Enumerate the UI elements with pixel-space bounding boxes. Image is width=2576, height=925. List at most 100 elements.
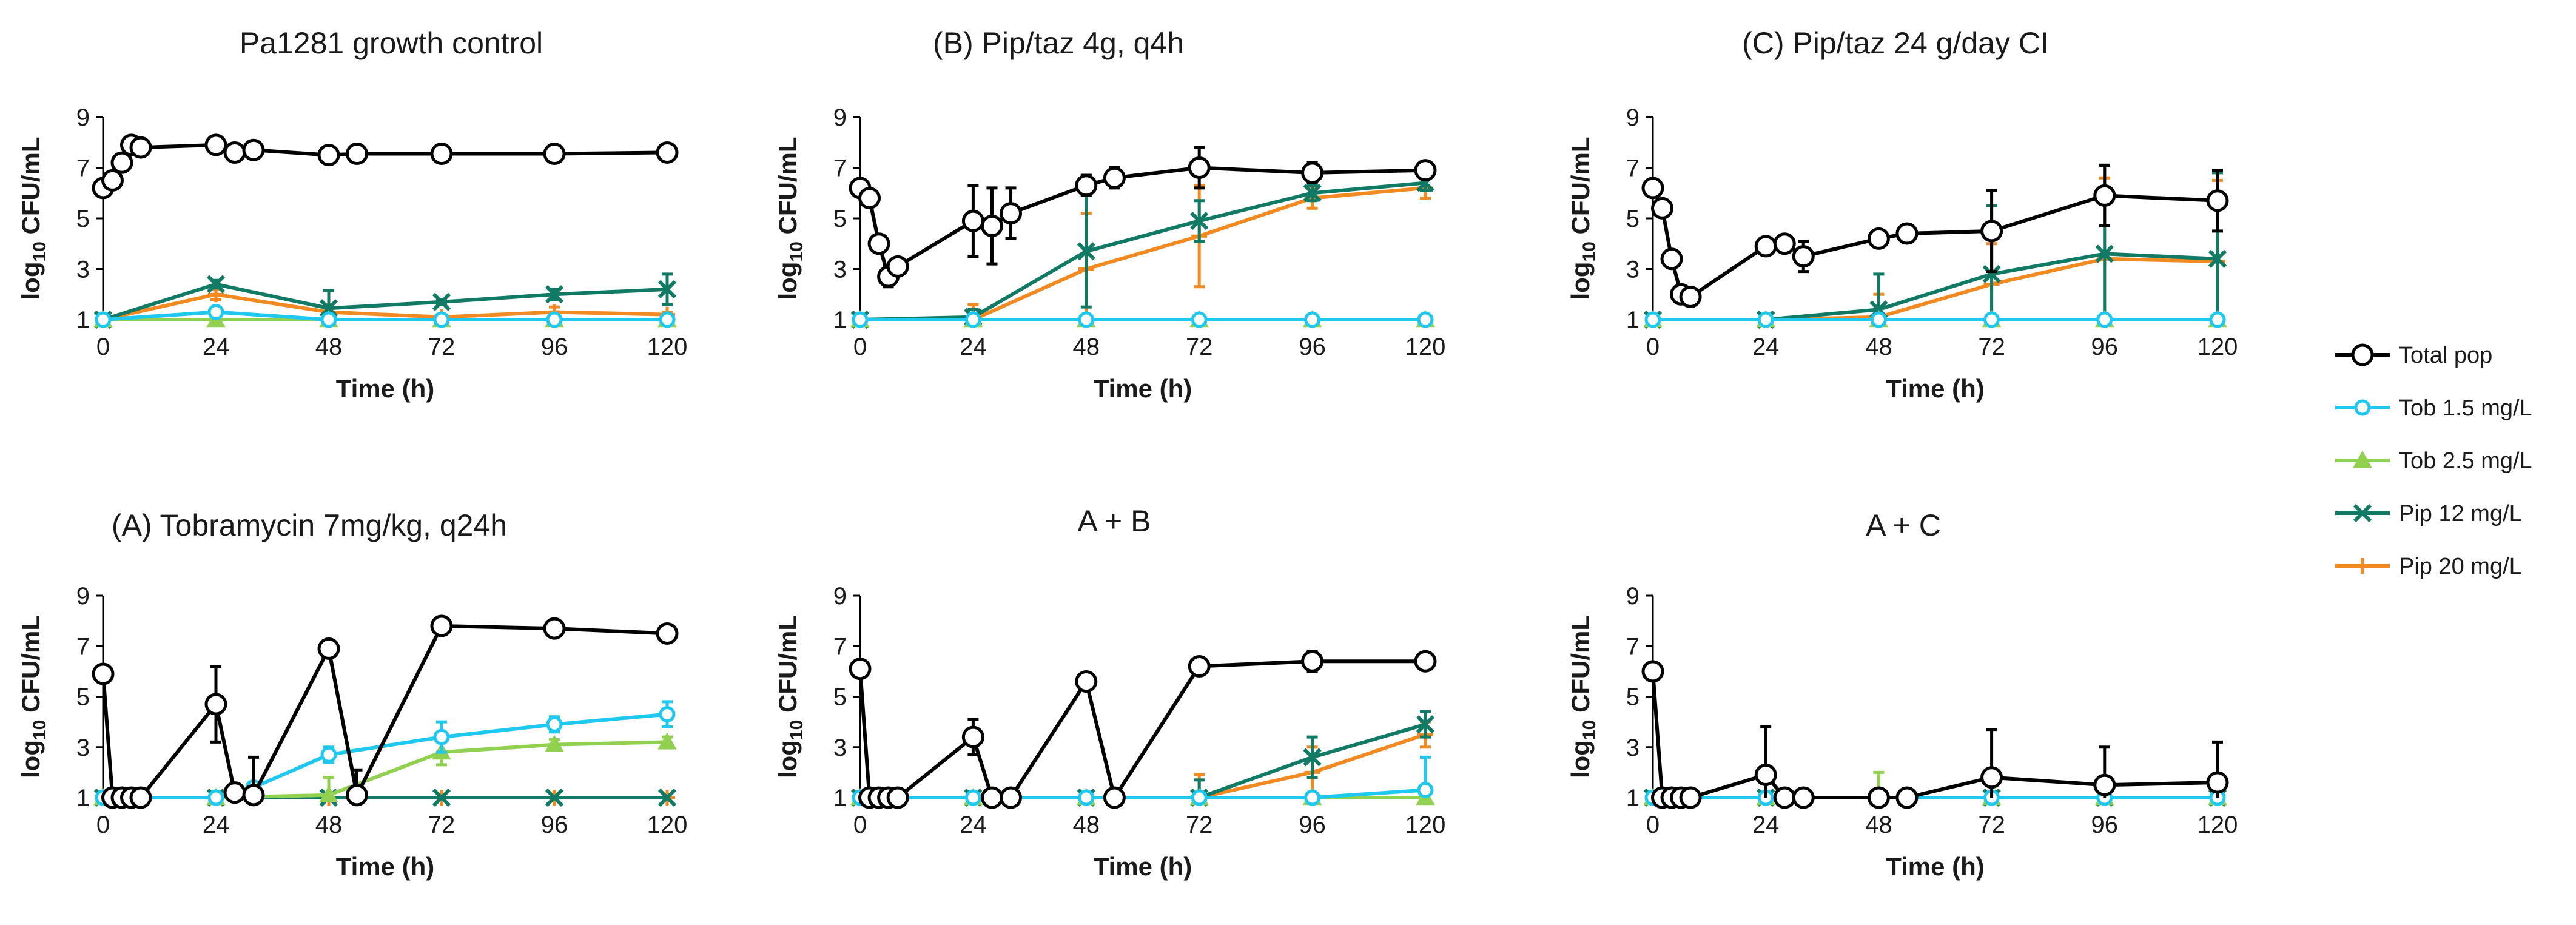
data-point	[1870, 311, 1887, 328]
y-axis-label-subscript: 10	[30, 720, 50, 740]
data-point	[2095, 244, 2114, 263]
data-point	[867, 232, 890, 255]
y-axis-label-unit: CFU/mL	[773, 136, 802, 241]
series-tob-1-5-mg-l	[95, 303, 676, 328]
data-point	[433, 728, 450, 745]
x-tick-label: 48	[315, 334, 343, 360]
x-axis-label: Time (h)	[1094, 852, 1192, 881]
data-point	[657, 788, 677, 807]
chart-title: Pa1281 growth control	[240, 26, 543, 60]
data-point	[2096, 311, 2113, 328]
data-point	[961, 725, 984, 748]
series-total-pop	[92, 614, 679, 809]
y-axis-label-unit: CFU/mL	[16, 615, 45, 720]
data-point	[1000, 202, 1023, 225]
data-point	[110, 151, 133, 174]
series-line	[858, 659, 1425, 799]
series-line	[860, 788, 1426, 799]
data-point	[1982, 264, 2001, 283]
series-tob-1-5-mg-l	[95, 700, 676, 806]
data-point	[886, 255, 909, 278]
data-point	[1303, 184, 1322, 203]
data-point	[656, 622, 679, 645]
y-tick-label: 1	[833, 307, 847, 334]
legend: Total pop Tob 1.5 mg/L Tob 2.5 mg/L Pip 12 …	[2335, 343, 2532, 579]
data-point	[207, 789, 224, 806]
y-tick-label: 5	[1626, 684, 1639, 711]
data-point	[1641, 660, 1664, 683]
series-total-pop	[849, 650, 1437, 809]
y-tick-label: 1	[1626, 785, 1639, 812]
data-point	[1679, 285, 1702, 308]
y-axis-label: log10 CFU/mL	[1566, 136, 1599, 300]
data-point	[1754, 764, 1777, 787]
y-tick-label: 3	[833, 257, 847, 283]
data-point	[317, 637, 340, 660]
data-point	[223, 781, 246, 804]
x-tick-label: 0	[1646, 334, 1660, 360]
data-point	[92, 662, 115, 685]
series-line	[103, 712, 668, 799]
data-point	[1641, 177, 1664, 200]
series-line	[860, 186, 1426, 321]
x-tick-label: 48	[1073, 812, 1100, 838]
y-tick-label: 3	[1626, 257, 1639, 283]
y-tick-label: 5	[76, 206, 90, 232]
y-axis-label-log: log	[773, 262, 802, 300]
x-tick-label: 72	[1186, 812, 1213, 838]
x-tick-label: 0	[853, 812, 867, 838]
data-point	[242, 138, 265, 161]
legend-label: Pip 20 mg/L	[2399, 554, 2522, 579]
y-tick-label: 1	[76, 785, 90, 812]
data-point	[1651, 197, 1674, 220]
data-point	[858, 187, 881, 210]
data-point	[1000, 786, 1023, 809]
data-point	[430, 614, 453, 637]
data-point	[657, 280, 677, 299]
chart-panel-6: A + C 1 3 5 7 9 0 24 48 72 96 120 Time (h) log10 CFU/…	[1566, 508, 2238, 881]
data-point	[546, 311, 563, 328]
data-point	[1301, 161, 1324, 184]
data-point	[206, 275, 226, 294]
legend-label: Tob 1.5 mg/L	[2399, 395, 2532, 421]
x-tick-label: 48	[315, 812, 343, 838]
x-tick-label: 96	[1299, 812, 1326, 838]
data-point	[1983, 311, 2000, 328]
y-tick-label: 9	[76, 104, 90, 131]
chart-title: A + C	[1866, 508, 1941, 542]
series-line	[103, 740, 668, 799]
y-tick-label: 1	[1626, 307, 1639, 334]
x-tick-label: 120	[647, 812, 688, 838]
legend-entry: Tob 1.5 mg/L	[2335, 395, 2532, 421]
data-point	[1103, 786, 1126, 809]
y-axis-label-subscript: 10	[30, 241, 50, 261]
data-point	[1660, 247, 1683, 271]
x-tick-label: 96	[1299, 334, 1326, 360]
data-point	[1754, 235, 1777, 258]
y-axis-label-log: log	[773, 740, 802, 778]
y-axis-label-subscript: 10	[787, 241, 807, 261]
series-line	[102, 143, 668, 190]
y-axis-label-log: log	[1566, 740, 1595, 778]
chart-title: (A) Tobramycin 7mg/kg, q24h	[112, 508, 507, 542]
x-tick-label: 48	[1865, 334, 1892, 360]
series-pip-12-mg-l	[850, 710, 1435, 807]
data-point	[1078, 789, 1095, 806]
legend-label: Pip 12 mg/L	[2399, 501, 2522, 526]
y-axis-label-subscript: 10	[1579, 720, 1599, 740]
data-point	[432, 292, 451, 311]
series-line	[1651, 187, 2218, 299]
x-tick-label: 120	[2198, 812, 2238, 838]
x-tick-label: 72	[428, 334, 456, 360]
x-tick-label: 96	[541, 812, 568, 838]
series-line	[103, 282, 668, 321]
x-tick-label: 120	[1405, 334, 1446, 360]
data-point	[1417, 782, 1434, 799]
data-point	[1980, 766, 2003, 789]
x-tick-label: 0	[96, 812, 110, 838]
data-point	[1301, 650, 1324, 673]
data-point	[546, 716, 563, 733]
y-tick-label: 9	[1626, 104, 1639, 131]
data-point	[1773, 232, 1796, 255]
series-line	[858, 166, 1426, 278]
